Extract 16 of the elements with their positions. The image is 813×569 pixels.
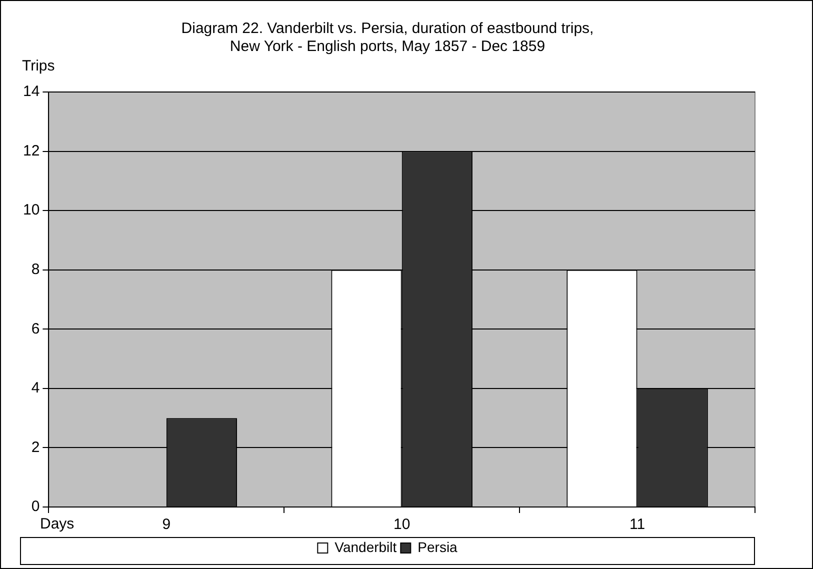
x-tick-label: 10 xyxy=(394,516,410,534)
y-tick-label: 2 xyxy=(31,438,40,456)
chart-title: Diagram 22. Vanderbilt vs. Persia, duration of eastbound trips, New York - English ports, May 1857 - Dec 1859 xyxy=(181,20,594,56)
y-tick-label: 8 xyxy=(31,261,40,278)
y-tick-label: 6 xyxy=(31,320,40,338)
y-tick-label: 12 xyxy=(22,142,40,160)
y-tick-label: 10 xyxy=(22,202,40,219)
x-tick-label: 11 xyxy=(629,516,646,534)
y-tick-label: 14 xyxy=(22,83,40,100)
x-axis-title: Days xyxy=(40,516,74,533)
legend-label: Persia xyxy=(418,538,458,555)
legend-label: Vanderbilt xyxy=(334,538,397,555)
y-axis-title: Trips xyxy=(22,58,55,75)
y-tick-label: 4 xyxy=(31,380,40,397)
x-tick-label: 9 xyxy=(162,516,171,534)
y-tick-label: 0 xyxy=(31,498,40,516)
